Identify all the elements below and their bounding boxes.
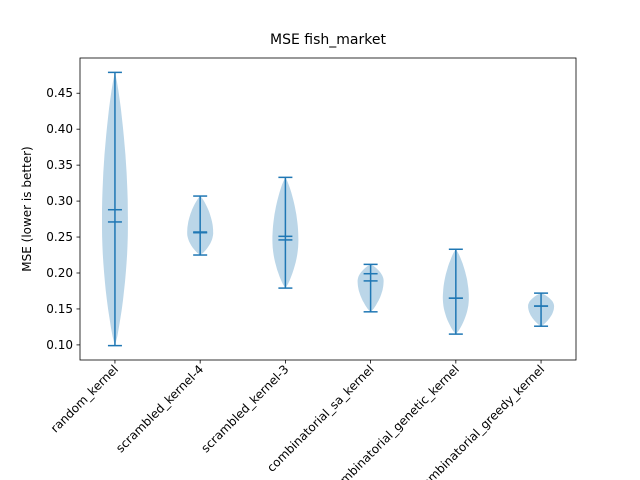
- x-tick-label: scrambled_kernel-4: [113, 362, 206, 455]
- y-tick-label: 0.35: [46, 158, 73, 172]
- y-tick-label: 0.45: [46, 86, 73, 100]
- y-tick-label: 0.40: [46, 122, 73, 136]
- chart-title: MSE fish_market: [270, 32, 386, 48]
- x-tick-label: scrambled_kernel-3: [198, 362, 291, 455]
- x-tick-label: random_kernel: [48, 362, 121, 435]
- y-tick-label: 0.10: [46, 338, 73, 352]
- y-tick-label: 0.20: [46, 266, 73, 280]
- y-tick-label: 0.30: [46, 194, 73, 208]
- plot-frame: [79, 57, 577, 361]
- y-tick-label: 0.15: [46, 302, 73, 316]
- y-axis-label: MSE (lower is better): [20, 146, 34, 271]
- y-tick-label: 0.25: [46, 230, 73, 244]
